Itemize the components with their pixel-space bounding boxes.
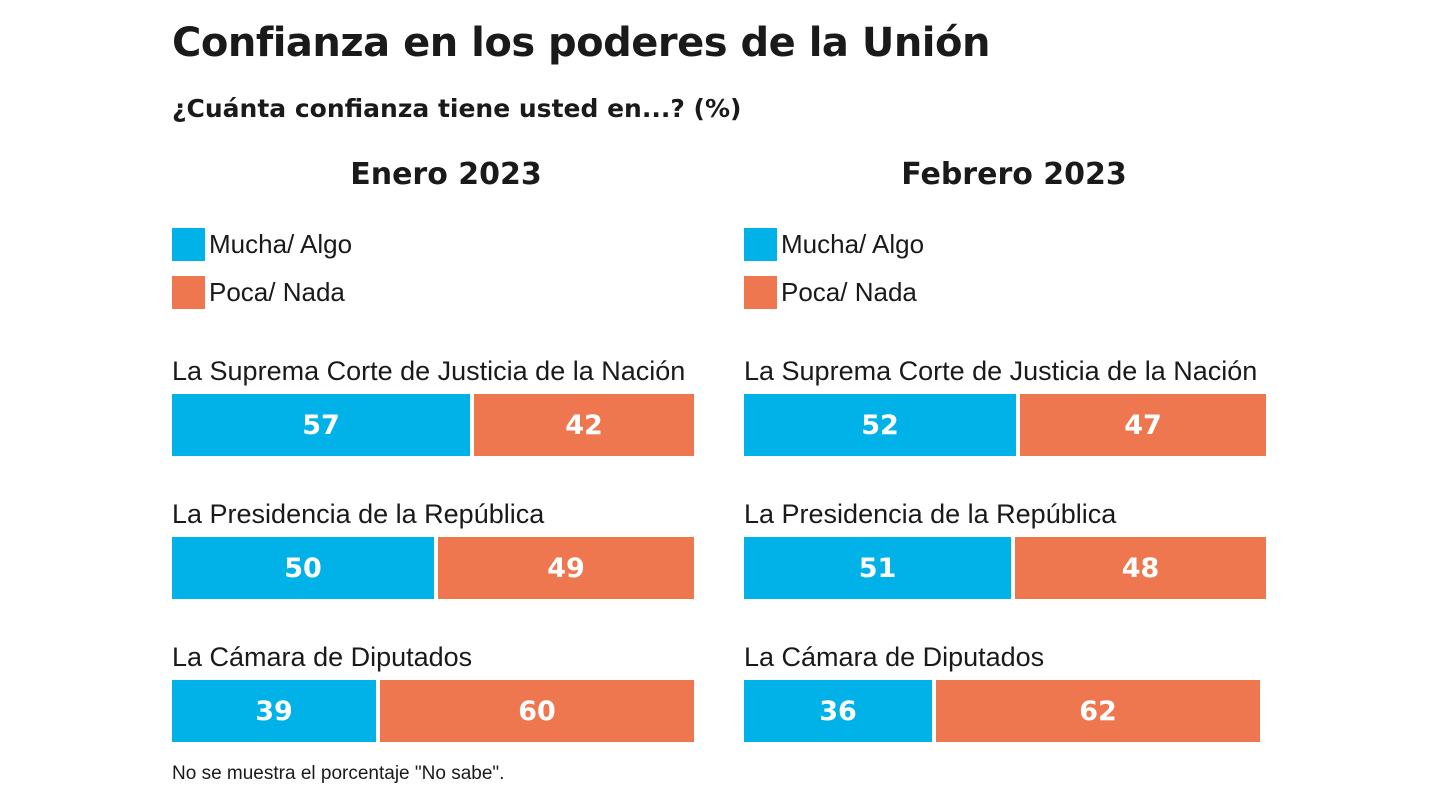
bar-segment-mucha-algo: 36 (744, 680, 932, 742)
data-label: 52 (861, 409, 899, 441)
data-label: 50 (284, 552, 322, 584)
stacked-bar: 57 42 (172, 394, 702, 456)
bar-segment-poca-nada: 48 (1015, 537, 1266, 599)
category-label: La Suprema Corte de Justicia de la Nació… (172, 356, 686, 386)
chart-panel-1: Febrero 2023 Mucha/ Algo Poca/ Nada La Supr… (744, 150, 1274, 750)
bar-segment-poca-nada: 62 (936, 680, 1260, 742)
data-label: 60 (518, 695, 556, 727)
legend-item: Mucha/ Algo (172, 227, 353, 261)
legend-label: Poca/ Nada (209, 276, 345, 307)
bar-segment-poca-nada: 47 (1020, 394, 1266, 456)
data-label: 39 (255, 695, 293, 727)
stacked-bar: 39 60 (172, 680, 702, 742)
panel-title: Febrero 2023 (901, 157, 1127, 192)
bar-segment-poca-nada: 42 (474, 394, 694, 456)
legend-item: Poca/ Nada (172, 275, 352, 309)
bar-segment-mucha-algo: 50 (172, 537, 434, 599)
data-label: 36 (819, 695, 857, 727)
category-label: La Cámara de Diputados (172, 642, 473, 672)
legend-item: Poca/ Nada (744, 275, 924, 309)
legend: Mucha/ Algo Poca/ Nada (172, 227, 353, 324)
chart-subtitle: ¿Cuánta confianza tiene usted en...? (%) (172, 94, 742, 123)
category-label: La Suprema Corte de Justicia de la Nació… (744, 356, 1258, 386)
data-label: 51 (858, 552, 897, 584)
bar-segment-poca-nada: 60 (380, 680, 694, 742)
category-label: La Presidencia de la República (172, 499, 545, 529)
stacked-bar: 36 62 (744, 680, 1274, 742)
legend-label: Mucha/ Algo (781, 228, 925, 259)
panel-title: Enero 2023 (350, 157, 542, 192)
legend-swatch (172, 275, 205, 309)
data-label: 48 (1121, 552, 1160, 584)
bar-segment-mucha-algo: 39 (172, 680, 376, 742)
stacked-bar: 51 48 (744, 537, 1274, 599)
stacked-bar: 52 47 (744, 394, 1274, 456)
legend-swatch (744, 227, 777, 261)
legend-item: Mucha/ Algo (744, 227, 925, 261)
data-label: 42 (565, 409, 603, 441)
data-label: 47 (1124, 409, 1162, 441)
category-label: La Presidencia de la República (744, 499, 1117, 529)
chart-title: Confianza en los poderes de la Unión (172, 20, 990, 66)
data-label: 49 (547, 552, 585, 584)
bar-segment-mucha-algo: 57 (172, 394, 470, 456)
bar-segment-mucha-algo: 51 (744, 537, 1011, 599)
legend-swatch (744, 275, 777, 309)
category-label: La Cámara de Diputados (744, 642, 1045, 672)
bar-segment-mucha-algo: 52 (744, 394, 1016, 456)
legend-label: Mucha/ Algo (209, 228, 353, 259)
bar-segment-poca-nada: 49 (438, 537, 694, 599)
data-label: 62 (1079, 695, 1117, 727)
stacked-bar: 50 49 (172, 537, 702, 599)
data-label: 57 (302, 409, 340, 441)
legend-swatch (172, 227, 205, 261)
chart-panel-0: Enero 2023 Mucha/ Algo Poca/ Nada La Suprem… (172, 150, 702, 750)
footnote: No se muestra el porcentaje "No sabe". (172, 763, 505, 784)
legend: Mucha/ Algo Poca/ Nada (744, 227, 925, 324)
legend-label: Poca/ Nada (781, 276, 917, 307)
